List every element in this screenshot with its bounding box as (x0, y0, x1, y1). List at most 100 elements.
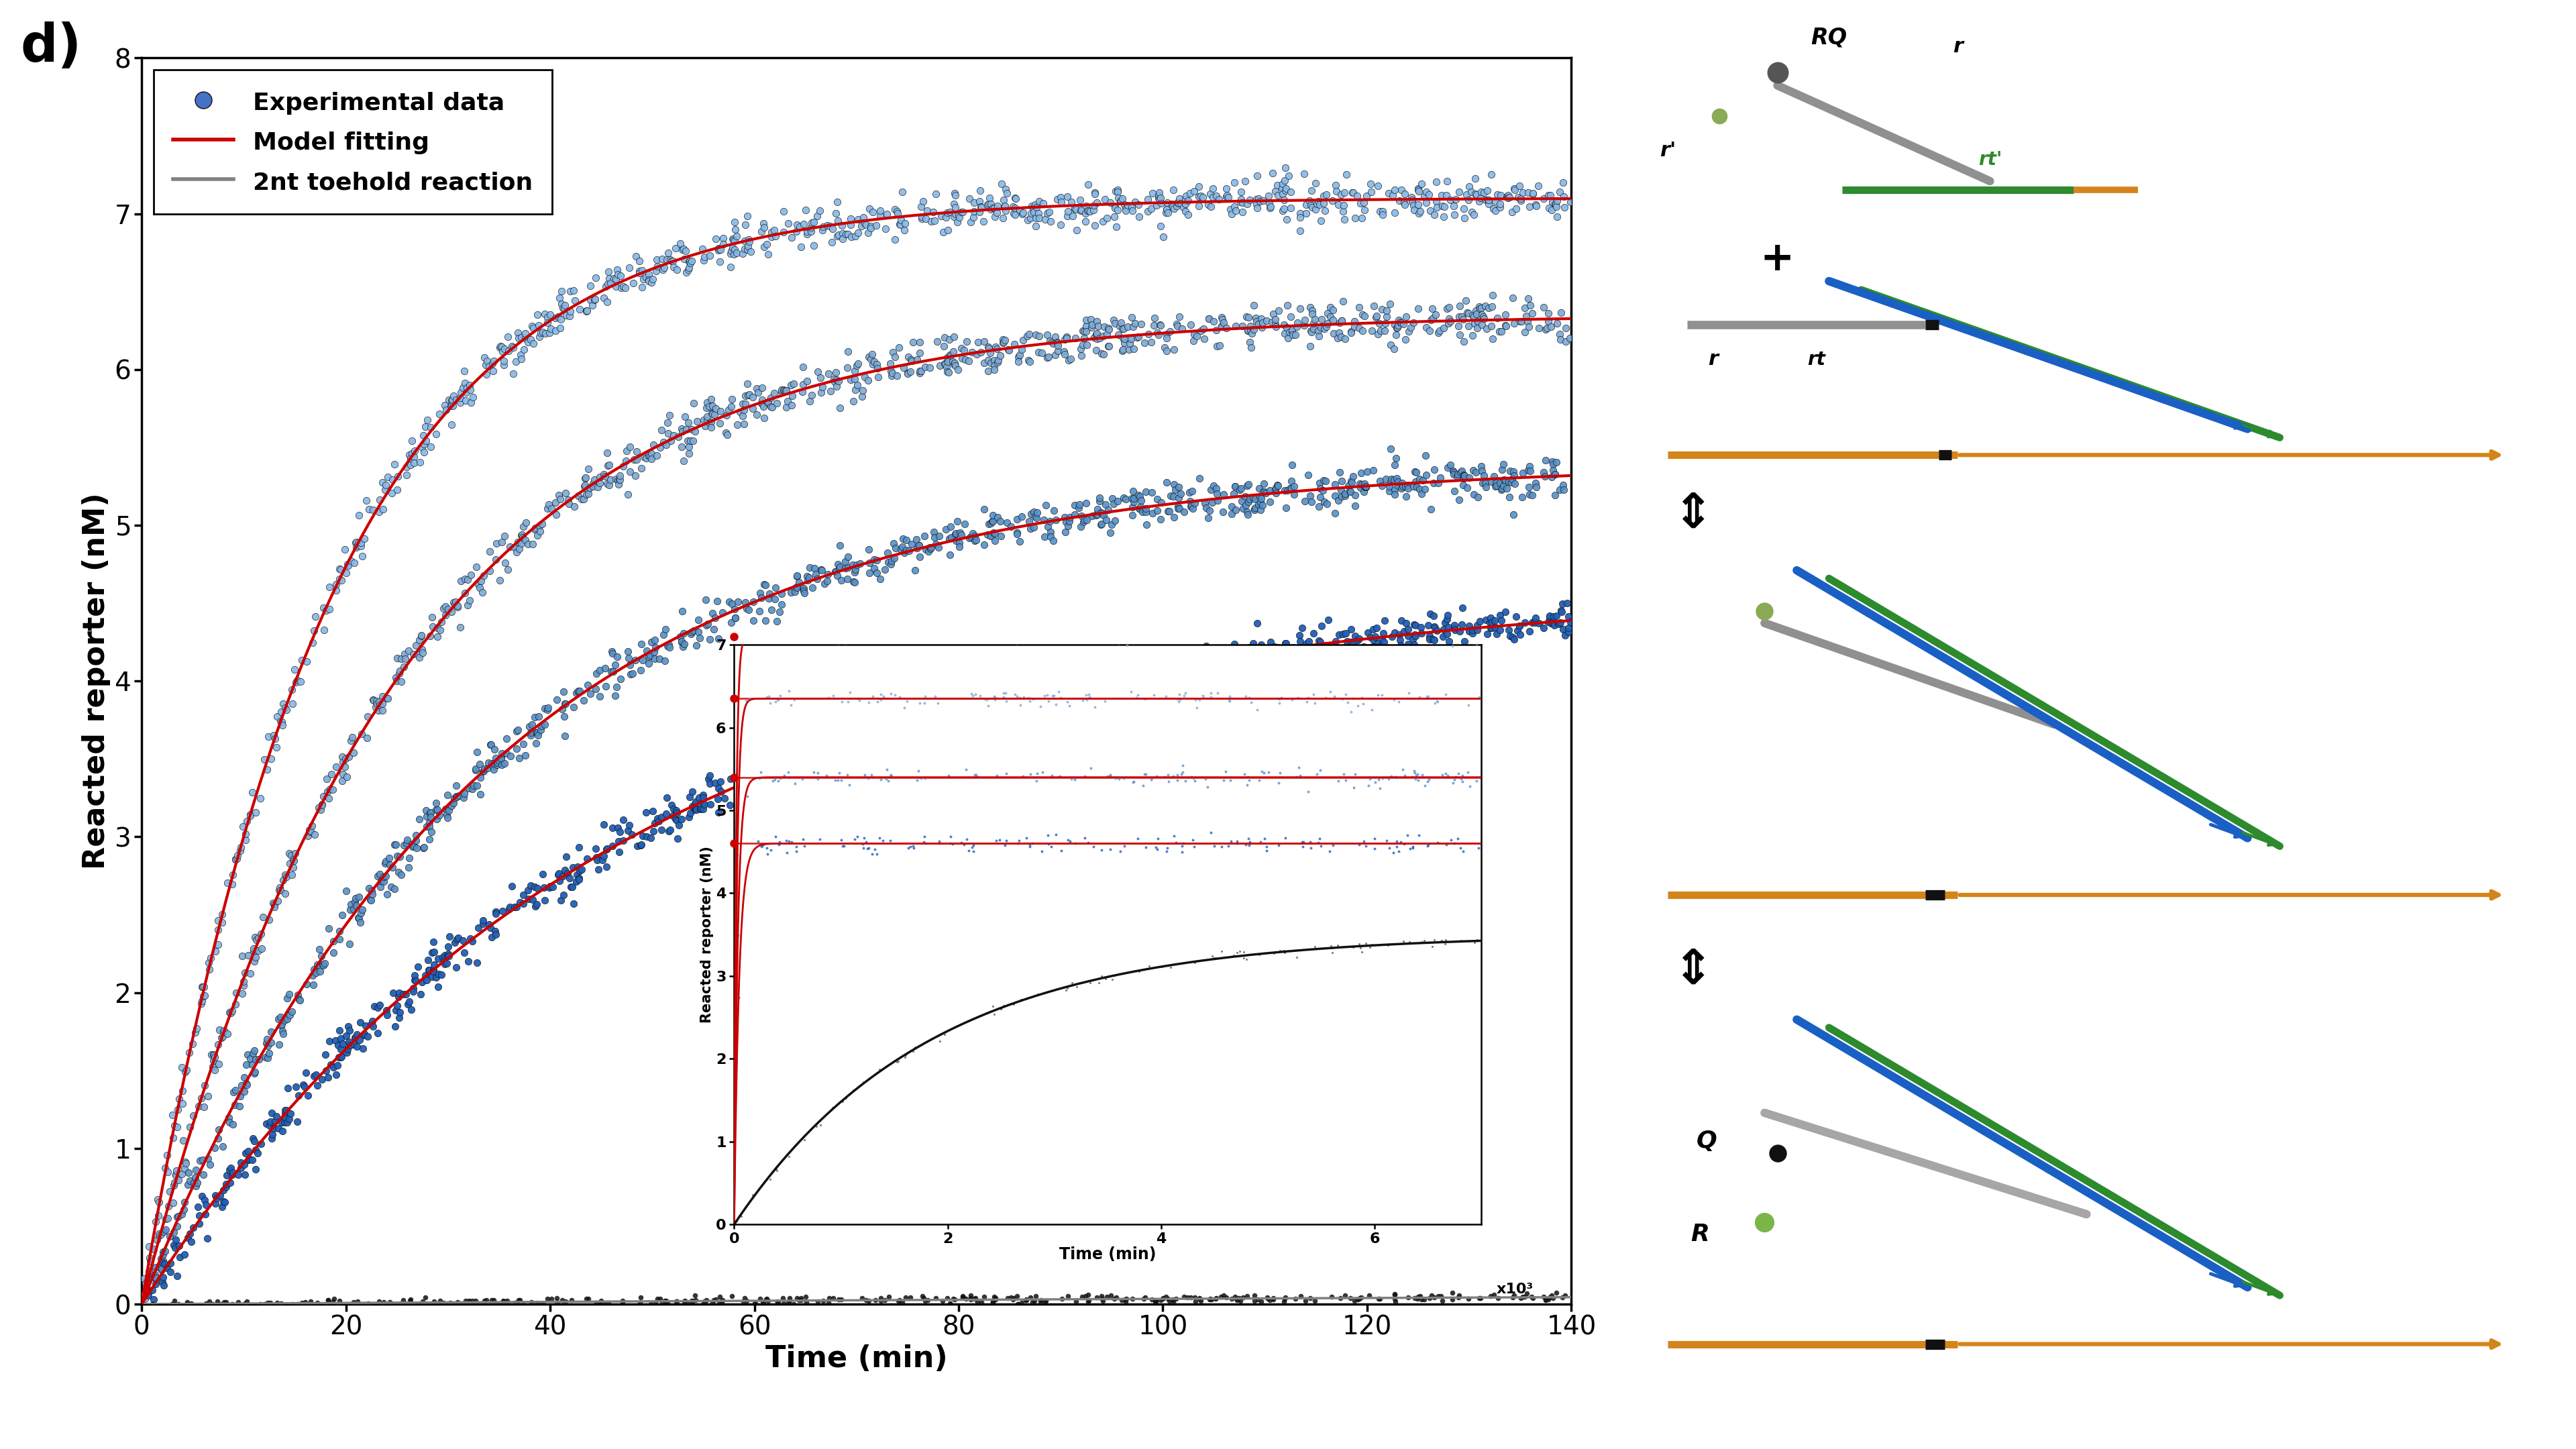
Point (392, 832, 433, 855)
Point (943, 833, 984, 856)
Point (1234, 497, 1275, 520)
Point (739, 585, 781, 609)
Point (1301, 478, 1342, 501)
Point (443, 929, 484, 952)
Point (178, 1095, 219, 1119)
Point (672, 796, 714, 819)
Point (124, 1282, 165, 1306)
Point (353, 498, 394, 522)
Point (229, 1148, 270, 1171)
Point (283, 1074, 325, 1097)
Point (1136, 627, 1177, 651)
Point (1440, 323, 1481, 346)
Point (1327, 630, 1368, 653)
Point (1167, 203, 1208, 226)
Point (1417, 190, 1458, 213)
Point (1154, 830, 1195, 853)
Point (204, 1019, 245, 1042)
Point (1203, 626, 1244, 649)
Point (1533, 613, 1574, 636)
Point (1239, 485, 1280, 509)
Point (1061, 319, 1103, 342)
Point (227, 810, 268, 833)
Point (621, 456, 662, 480)
Point (559, 298, 600, 322)
Point (943, 706, 984, 729)
Point (1105, 200, 1146, 223)
Point (1239, 487, 1280, 510)
Point (1170, 1285, 1211, 1308)
Point (1499, 1287, 1540, 1310)
Point (1406, 316, 1448, 339)
Point (384, 642, 425, 665)
Point (1273, 474, 1314, 497)
Point (1404, 929, 1445, 952)
Point (569, 682, 611, 706)
Point (835, 354, 876, 377)
Point (1182, 317, 1224, 341)
Point (1324, 622, 1365, 645)
Point (523, 713, 564, 736)
Point (309, 778, 350, 801)
Point (1551, 610, 1592, 633)
Point (564, 467, 605, 490)
Point (505, 322, 546, 345)
Point (670, 429, 711, 452)
Point (904, 355, 945, 378)
Point (497, 1293, 538, 1316)
Point (585, 838, 626, 861)
Point (1515, 471, 1556, 494)
Point (1533, 1287, 1574, 1310)
Point (868, 542, 909, 565)
Point (737, 765, 778, 788)
Point (317, 572, 358, 596)
Point (1203, 1284, 1244, 1307)
Point (1030, 680, 1072, 703)
Point (1327, 691, 1368, 714)
Point (744, 1288, 786, 1311)
Point (953, 684, 994, 707)
Point (1007, 348, 1048, 371)
Point (1123, 656, 1164, 680)
Point (783, 1124, 824, 1148)
Point (987, 338, 1028, 361)
Point (984, 681, 1025, 704)
Point (1252, 301, 1293, 325)
Point (595, 653, 636, 677)
Point (1270, 180, 1311, 203)
Point (1340, 1287, 1381, 1310)
Point (904, 832, 945, 855)
Point (894, 558, 935, 581)
Point (268, 1107, 309, 1130)
Point (1097, 181, 1139, 204)
Point (1123, 762, 1164, 785)
Point (410, 801, 451, 824)
Point (353, 1014, 394, 1037)
Point (1342, 206, 1383, 229)
Point (1082, 342, 1123, 365)
Point (621, 1285, 662, 1308)
Point (232, 939, 273, 962)
Point (984, 833, 1025, 856)
Point (721, 404, 762, 427)
Point (294, 958, 335, 981)
Point (984, 200, 1025, 223)
Point (1108, 332, 1149, 355)
Point (878, 336, 920, 359)
Point (1373, 313, 1414, 336)
Point (1072, 199, 1113, 222)
Point (1311, 935, 1352, 958)
Point (781, 235, 822, 258)
Point (1048, 506, 1090, 529)
Point (1030, 668, 1072, 691)
Point (1443, 474, 1484, 497)
Point (1221, 180, 1262, 203)
Point (1533, 606, 1574, 629)
Point (466, 362, 507, 385)
Point (1206, 1285, 1247, 1308)
Point (1466, 609, 1507, 632)
Point (762, 753, 804, 777)
Point (799, 745, 840, 768)
Point (1066, 172, 1108, 196)
Point (1242, 643, 1283, 667)
